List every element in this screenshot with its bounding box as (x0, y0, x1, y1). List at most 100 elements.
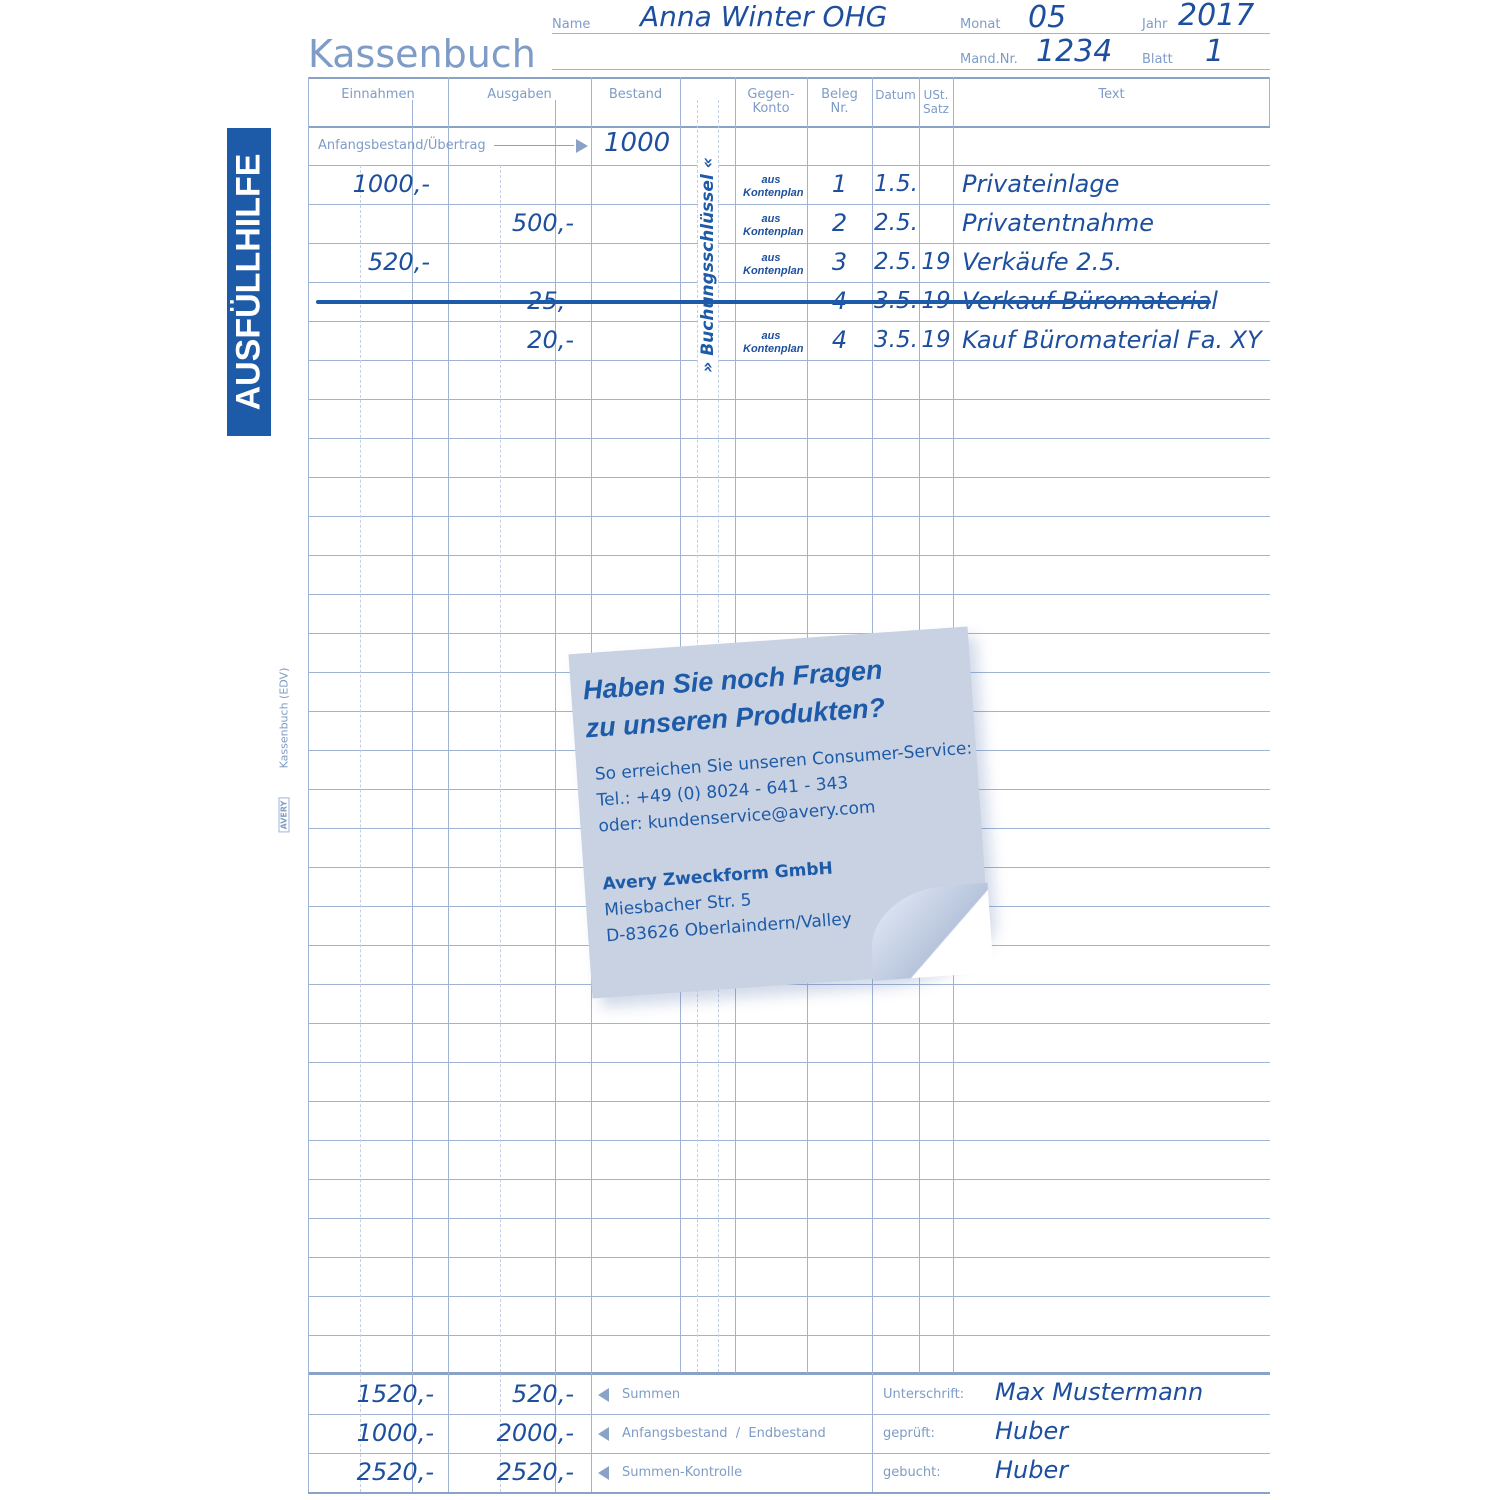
col-datum: Datum (875, 88, 916, 102)
gegenkonto-cell: aus Kontenplan (743, 174, 804, 199)
thousands-dash-rule (500, 165, 501, 1492)
cents-rule (555, 100, 556, 1492)
ausfuellhilfe-label: AUSFÜLLHILFE (229, 153, 268, 411)
monat-label: Monat (960, 17, 1001, 32)
row-rule (308, 165, 1270, 166)
ausgaben-cell (448, 165, 574, 204)
summary-label: Anfangsbestand / Endbestand (622, 1426, 826, 1441)
cents-rule (412, 100, 413, 1492)
triangle-left-icon (598, 1466, 609, 1480)
page-curl (867, 882, 994, 981)
summary-label: Summen (622, 1387, 681, 1402)
beleg-cell: 2 (831, 209, 848, 237)
note-company: Avery Zweckform GmbH (601, 858, 834, 895)
column-rule (308, 77, 309, 1373)
strikethrough-line (316, 300, 1211, 304)
signature-label: Unterschrift: (883, 1387, 965, 1402)
signature-value: Max Mustermann (995, 1378, 1204, 1406)
text-cell: Privateinlage (962, 170, 1120, 198)
summary-row-rule (308, 1453, 1270, 1454)
signature-label: gebucht: (883, 1465, 941, 1480)
col-gegenkonto: Gegen- Konto (747, 87, 795, 116)
blatt-label: Blatt (1142, 52, 1173, 67)
summary-einnahmen: 1000,- (356, 1419, 434, 1447)
triangle-left-icon (598, 1427, 609, 1441)
row-rule (308, 204, 1270, 205)
text-cell: Verkäufe 2.5. (962, 248, 1123, 276)
ausgaben-cell: 20,- (527, 326, 574, 354)
monat-value: 05 (1028, 0, 1067, 35)
beleg-cell: 1 (831, 170, 848, 198)
row-rule (308, 243, 1270, 244)
ausfuellhilfe-badge: AUSFÜLLHILFE (227, 128, 271, 436)
form-name: Kassenbuch (EDV) (277, 667, 291, 769)
row-rule (308, 1218, 1270, 1219)
row-rule (308, 594, 1270, 595)
row-rule (308, 1140, 1270, 1141)
column-rule-right (1269, 77, 1270, 126)
col-ausgaben: Ausgaben (487, 87, 552, 102)
row-rule (308, 1257, 1270, 1258)
header-rule-2 (552, 69, 1270, 70)
col-text: Text (1098, 87, 1125, 102)
name-value: Anna Winter OHG (640, 0, 888, 33)
arrow-head-icon (576, 139, 588, 153)
info-sticky-note: Haben Sie noch Fragen zu unseren Produkt… (568, 626, 994, 999)
ausgaben-cell (448, 243, 574, 282)
header-rule-1 (552, 33, 1270, 34)
signature-value: Huber (995, 1456, 1069, 1484)
datum-cell: 2.5. (874, 249, 918, 275)
row-rule (308, 1101, 1270, 1102)
summary-column-rule (308, 1372, 309, 1492)
row-rule (308, 1335, 1270, 1336)
gegenkonto-cell: aus Kontenplan (743, 252, 804, 277)
datum-cell: 1.5. (874, 171, 918, 197)
summary-ausgaben: 2000,- (496, 1419, 574, 1447)
summary-label: Summen-Kontrolle (622, 1465, 743, 1480)
mand-label: Mand.Nr. (960, 52, 1018, 67)
gegenkonto-cell: aus Kontenplan (743, 330, 804, 355)
summary-column-rule (591, 1372, 592, 1492)
row-rule (308, 1062, 1270, 1063)
row-rule (308, 1179, 1270, 1180)
arrow-right-icon (494, 145, 574, 146)
jahr-value: 2017 (1178, 0, 1255, 33)
column-rule (448, 77, 449, 1373)
ust-cell: 19 (921, 327, 951, 353)
einnahmen-cell: 520,- (367, 248, 430, 276)
col-beleg: Beleg Nr. (821, 87, 858, 116)
summary-ausgaben: 520,- (511, 1380, 574, 1408)
datum-cell: 3.5. (874, 327, 918, 353)
col-ust: USt. Satz (923, 88, 949, 116)
text-cell: Kauf Büromaterial Fa. XY (962, 326, 1262, 354)
beleg-cell: 4 (831, 326, 848, 354)
einnahmen-cell (308, 321, 430, 360)
table-top-rule (308, 77, 1270, 79)
row-rule (308, 360, 1270, 361)
note-heading: Haben Sie noch Fragen zu unseren Produkt… (581, 654, 887, 744)
summary-row-rule (308, 1414, 1270, 1415)
row-rule (308, 321, 1270, 322)
datum-cell: 2.5. (874, 210, 918, 236)
text-cell: Privatentnahme (962, 209, 1154, 237)
header-bottom-rule (308, 126, 1270, 128)
summary-einnahmen: 1520,- (356, 1380, 434, 1408)
table-bottom-rule (308, 1492, 1270, 1494)
row-rule (308, 282, 1270, 283)
row-rule (308, 633, 1270, 634)
row-rule (308, 516, 1270, 517)
avery-logo: AVERY (278, 797, 290, 833)
triangle-left-icon (598, 1388, 609, 1402)
ust-cell: 19 (921, 249, 951, 275)
buchungsschluessel-label: » Buchungsschlüssel « (698, 155, 718, 375)
summary-einnahmen: 2520,- (356, 1458, 434, 1486)
einnahmen-cell: 1000,- (352, 170, 430, 198)
summary-top-rule (308, 1372, 1270, 1375)
beleg-cell: 3 (831, 248, 848, 276)
row-rule (308, 1023, 1270, 1024)
einnahmen-cell (308, 204, 430, 243)
blatt-value: 1 (1205, 34, 1225, 69)
note-street: Miesbacher Str. 5 (603, 890, 753, 921)
name-label: Name (552, 17, 591, 32)
row-rule (308, 477, 1270, 478)
